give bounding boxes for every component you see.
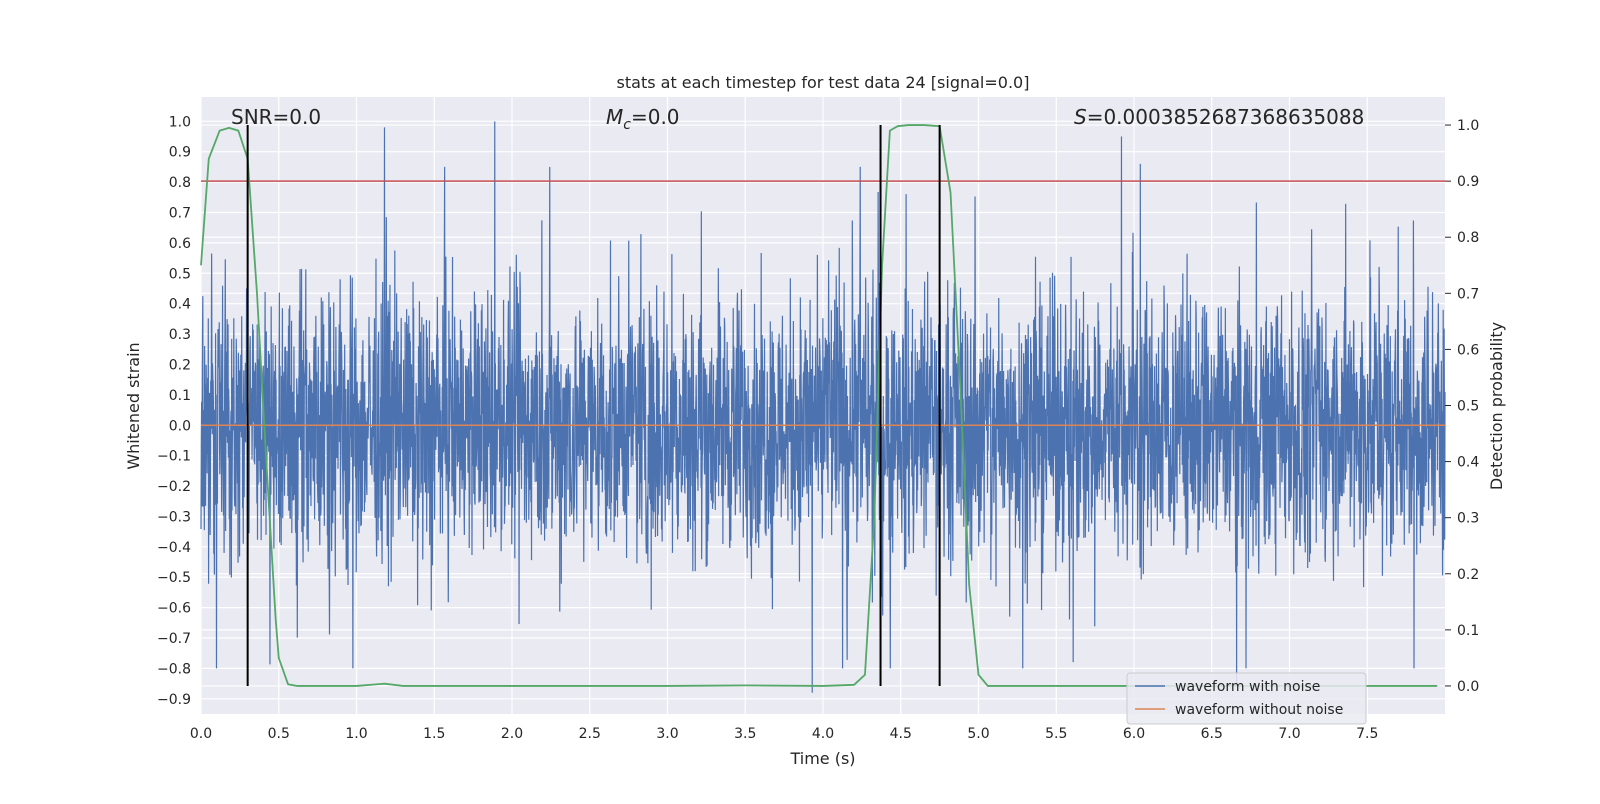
snr-annotation: SNR=0.0 xyxy=(231,105,321,129)
x-tick-label: 4.0 xyxy=(812,726,834,742)
legend-label-noise: waveform with noise xyxy=(1175,679,1320,695)
x-tick-label: 3.5 xyxy=(734,726,756,742)
legend-label-clean: waveform without noise xyxy=(1175,702,1343,718)
mc-symbol: M xyxy=(606,105,623,129)
y-tick-label: −0.3 xyxy=(157,509,191,525)
y-tick-label: −0.7 xyxy=(157,631,191,647)
detection-probability-line xyxy=(200,124,1438,687)
y2-tick-label: 0.8 xyxy=(1457,230,1479,246)
y2-tick-label: 0.4 xyxy=(1457,455,1479,471)
y2-axis-label: Detection probability xyxy=(1487,322,1506,490)
legend: waveform with noise waveform without noi… xyxy=(1126,672,1367,725)
y-tick-label: −0.1 xyxy=(157,449,191,465)
y-tick-label: −0.2 xyxy=(157,479,191,495)
y2-tick-label: 1.0 xyxy=(1457,118,1479,134)
y-tick-label: 0.4 xyxy=(169,297,191,313)
x-tick-label: 1.5 xyxy=(423,726,445,742)
y-tick-label: 0.9 xyxy=(169,145,191,161)
series-lines xyxy=(200,124,1445,687)
y-tick-label: 0.8 xyxy=(169,175,191,191)
y-tick-label: −0.4 xyxy=(157,540,191,556)
y-axis-label: Whitened strain xyxy=(124,342,143,469)
y-tick-label: −0.6 xyxy=(157,601,191,617)
x-tick-label: 5.5 xyxy=(1045,726,1067,742)
mc-value: =0.0 xyxy=(631,105,680,129)
x-tick-label: 2.5 xyxy=(579,726,601,742)
y-tick-label: 0.1 xyxy=(169,388,191,404)
y2-tick-label: 0.2 xyxy=(1457,567,1479,583)
y2-tick-label: 0.1 xyxy=(1457,623,1479,639)
y-tick-label: 0.0 xyxy=(169,418,191,434)
y-tick-label: −0.9 xyxy=(157,692,191,708)
y-tick-label: 0.7 xyxy=(169,205,191,221)
x-tick-label: 3.0 xyxy=(656,726,678,742)
s-value: =0.0003852687368635088 xyxy=(1087,105,1365,129)
y2-tick-label: 0.3 xyxy=(1457,511,1479,527)
score-annotation: S=0.0003852687368635088 xyxy=(1074,105,1364,129)
noise-waveform-line xyxy=(200,121,1446,693)
y-tick-label: 0.5 xyxy=(169,266,191,282)
x-tick-label: 1.0 xyxy=(345,726,367,742)
legend-box xyxy=(1126,672,1367,725)
x-tick-label: 0.5 xyxy=(268,726,290,742)
x-tick-label: 0.0 xyxy=(190,726,212,742)
series-waveform-with-noise xyxy=(200,121,1446,693)
chirp-mass-annotation: Mc=0.0 xyxy=(606,105,680,133)
y2-tick-label: 0.5 xyxy=(1457,399,1479,415)
y2-tick-label: 0.9 xyxy=(1457,174,1479,190)
y2-tick-label: 0.0 xyxy=(1457,679,1479,695)
y-tick-label: 0.6 xyxy=(169,236,191,252)
chart-title: stats at each timestep for test data 24 … xyxy=(617,73,1030,92)
x-tick-label: 4.5 xyxy=(890,726,912,742)
x-tick-label: 5.0 xyxy=(967,726,989,742)
y2-tick-label: 0.7 xyxy=(1457,286,1479,302)
x-tick-label: 6.5 xyxy=(1201,726,1223,742)
y-tick-label: 0.3 xyxy=(169,327,191,343)
x-tick-label: 2.0 xyxy=(501,726,523,742)
mc-subscript: c xyxy=(623,117,631,133)
y-tick-label: 1.0 xyxy=(169,114,191,130)
x-tick-label: 7.5 xyxy=(1356,726,1378,742)
x-tick-label: 7.0 xyxy=(1278,726,1300,742)
x-tick-label: 6.0 xyxy=(1123,726,1145,742)
y-tick-label: 0.2 xyxy=(169,357,191,373)
y2-tick-label: 0.6 xyxy=(1457,342,1479,358)
y-tick-label: −0.8 xyxy=(157,661,191,677)
y-tick-label: −0.5 xyxy=(157,570,191,586)
x-axis-label: Time (s) xyxy=(789,749,855,768)
s-symbol: S xyxy=(1074,105,1087,129)
axis-ticks: 0.0 0.5 1.0 1.5 2.0 2.5 3.0 3.5 4.0 4.5 5.0 5.5 6.0 6… xyxy=(157,114,1479,742)
